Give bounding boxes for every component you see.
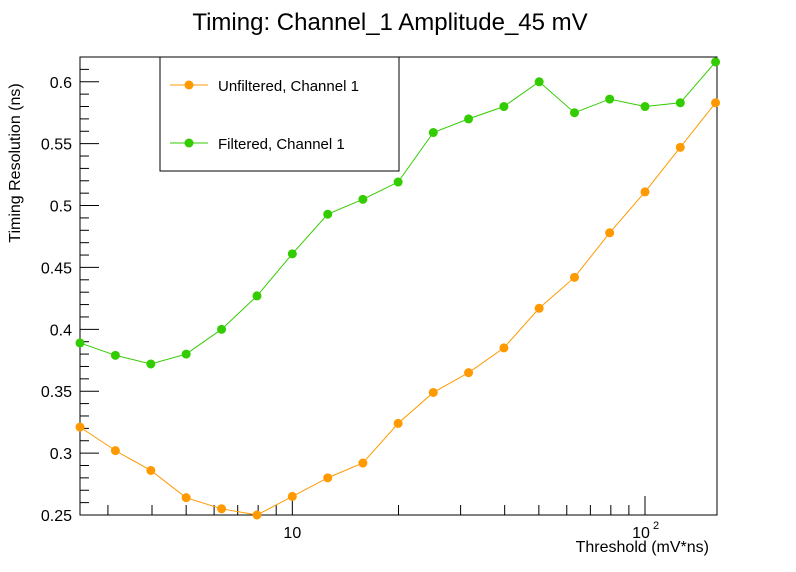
data-point-unfiltered-channel-1 [534,303,544,313]
data-point-filtered-channel-1 [323,209,333,219]
data-point-unfiltered-channel-1 [499,343,509,353]
data-point-filtered-channel-1 [428,128,438,138]
data-point-unfiltered-channel-1 [252,510,262,520]
data-point-unfiltered-channel-1 [75,422,85,432]
x-tick-label: 10 [283,525,301,542]
legend: Unfiltered, Channel 1 Filtered, Channel … [159,56,400,172]
data-point-filtered-channel-1 [569,108,579,118]
data-point-filtered-channel-1 [534,77,544,87]
legend-label-unfiltered: Unfiltered, Channel 1 [218,78,359,95]
data-point-filtered-channel-1 [605,94,615,104]
legend-label-filtered: Filtered, Channel 1 [218,136,345,153]
data-point-unfiltered-channel-1 [428,387,438,397]
data-point-unfiltered-channel-1 [464,368,474,378]
data-point-filtered-channel-1 [358,194,368,204]
y-tick-label: 0.55 [41,137,72,154]
series-layer [75,57,721,520]
x-axis: 10 10 2 [107,496,659,542]
data-point-unfiltered-channel-1 [323,473,333,483]
y-axis-label: Timing Resolution (ns) [7,83,24,242]
data-point-filtered-channel-1 [217,324,227,334]
x-axis-label: Threshold (mV*ns) [576,539,709,556]
data-point-filtered-channel-1 [675,98,685,108]
legend-box [159,56,400,172]
data-point-filtered-channel-1 [499,102,509,112]
data-point-unfiltered-channel-1 [146,465,156,475]
legend-marker-filtered [184,138,194,148]
data-point-filtered-channel-1 [393,177,403,187]
data-point-filtered-channel-1 [287,249,297,259]
data-point-filtered-channel-1 [181,349,191,359]
y-tick-label: 0.45 [41,260,72,277]
chart-title: Timing: Channel_1 Amplitude_45 mV [192,9,587,36]
data-point-unfiltered-channel-1 [675,142,685,152]
data-point-unfiltered-channel-1 [287,491,297,501]
data-point-filtered-channel-1 [252,291,262,301]
y-tick-label: 0.5 [50,199,72,216]
legend-marker-unfiltered [184,80,194,90]
y-tick-label: 0.25 [41,508,72,525]
y-axis: 0.25 0.3 0.35 0.4 0.45 0.5 0.55 0.6 [41,56,99,525]
data-point-unfiltered-channel-1 [217,504,227,514]
data-point-unfiltered-channel-1 [110,446,120,456]
data-point-unfiltered-channel-1 [605,228,615,238]
data-point-filtered-channel-1 [75,338,85,348]
data-point-filtered-channel-1 [464,114,474,124]
data-point-unfiltered-channel-1 [393,418,403,428]
data-point-filtered-channel-1 [640,102,650,112]
data-point-unfiltered-channel-1 [181,493,191,503]
data-point-filtered-channel-1 [110,350,120,360]
data-point-filtered-channel-1 [711,57,721,67]
y-tick-label: 0.6 [50,75,72,92]
data-point-filtered-channel-1 [146,359,156,369]
x-tick-label-exponent: 2 [653,520,659,532]
data-point-unfiltered-channel-1 [711,98,721,108]
data-point-unfiltered-channel-1 [640,187,650,197]
y-tick-label: 0.35 [41,384,72,401]
x-tick-label: 10 [632,525,650,542]
data-point-unfiltered-channel-1 [569,272,579,282]
y-tick-label: 0.4 [50,322,72,339]
y-tick-label: 0.3 [50,446,72,463]
data-point-unfiltered-channel-1 [358,458,368,468]
